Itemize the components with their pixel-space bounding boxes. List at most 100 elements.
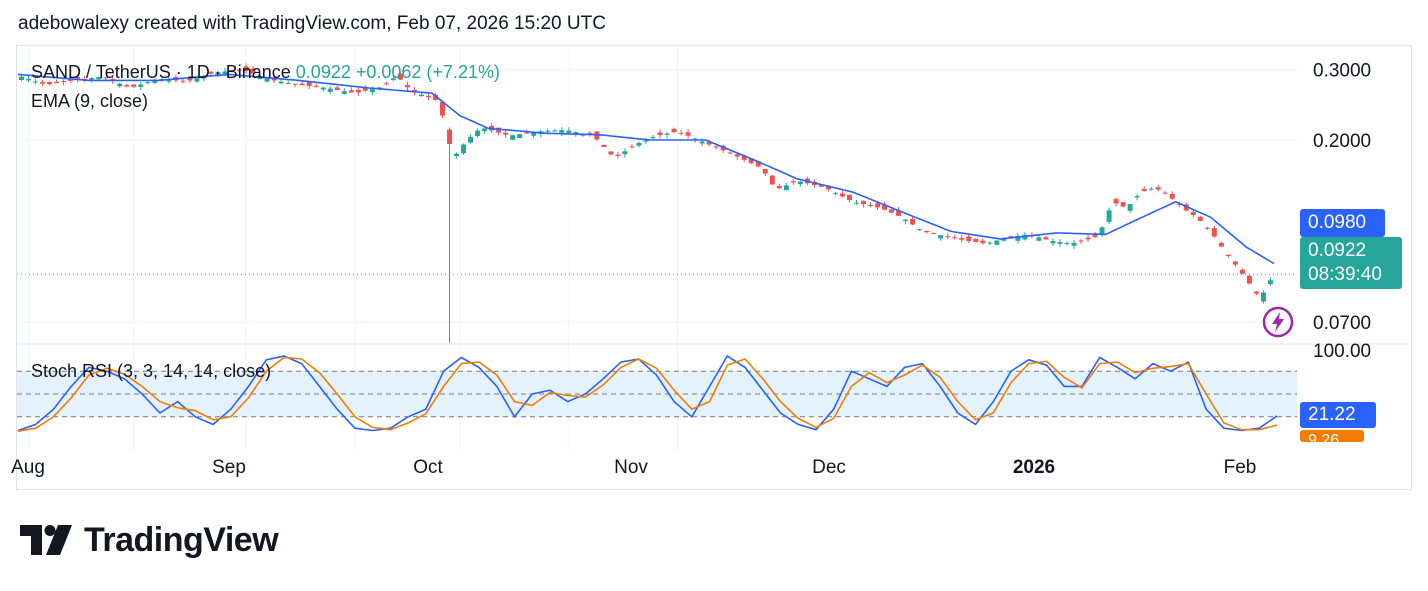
candle-body [432, 94, 438, 100]
candle-body [124, 85, 130, 87]
candle-body [1190, 211, 1196, 216]
candle-body [1204, 227, 1210, 229]
grid [17, 46, 1410, 450]
candle-body [797, 181, 803, 185]
stoch-legend: Stoch RSI (3, 3, 14, 14, close) [31, 361, 272, 381]
price-tick-label: 0.3000 [1313, 61, 1371, 82]
lightning-icon[interactable] [1262, 306, 1294, 338]
candle-body [454, 153, 460, 157]
candle-body [601, 144, 607, 147]
candle-body [138, 84, 144, 87]
candle-body [229, 70, 235, 72]
candle-body [1008, 236, 1014, 238]
candle-body [117, 83, 123, 87]
ema-path [17, 73, 1275, 265]
candle-body [1113, 199, 1119, 204]
candle-body [1183, 204, 1189, 211]
candle-body [166, 79, 172, 82]
candle-body [425, 95, 431, 98]
candle-body [552, 130, 558, 132]
candle-body [19, 76, 25, 80]
candle-body [1036, 237, 1042, 241]
candle-body [152, 79, 158, 83]
candle-body [517, 134, 523, 139]
candle-body [320, 87, 326, 90]
candle-body [755, 161, 761, 167]
candle-body [510, 135, 516, 140]
candle-body [608, 151, 614, 155]
candle-body [1015, 235, 1021, 241]
candle-body [1134, 196, 1140, 198]
candle-body [545, 130, 551, 132]
candle-body [1064, 243, 1070, 245]
candle-body [187, 77, 193, 81]
tradingview-logo[interactable]: TradingView [20, 520, 279, 560]
candle-body [362, 87, 368, 91]
candle-body [896, 210, 902, 216]
candle-body [615, 154, 621, 156]
candle-body [1148, 188, 1154, 190]
last-price-badge: 0.0922 08:39:40 [1300, 237, 1402, 289]
candle-body [222, 71, 228, 76]
candle-body [559, 130, 565, 133]
candle-body [334, 87, 340, 90]
candle-body [734, 154, 740, 157]
candle-body [475, 130, 481, 137]
candle-body [1043, 237, 1049, 240]
candle-body [1141, 189, 1147, 192]
time-tick-label: Dec [812, 457, 846, 478]
price-tick-label: 0.0700 [1313, 313, 1371, 334]
candle-body [1267, 280, 1273, 285]
candle-body [931, 233, 937, 235]
candle-body [685, 132, 691, 136]
candle-body [980, 240, 986, 244]
chart-attribution: adebowalexy created with TradingView.com… [18, 13, 606, 34]
chart-frame [16, 45, 1412, 490]
candle-body [664, 133, 670, 135]
symbol-title: SAND / TetherUS · 1D · Binance [31, 62, 291, 82]
candle-body [348, 90, 354, 93]
candle-body [482, 128, 488, 132]
candle-body [236, 69, 242, 71]
candle-body [440, 101, 446, 116]
candle-body [250, 68, 256, 74]
candle-body [299, 83, 305, 86]
candle-body [313, 85, 319, 87]
candle-body [938, 235, 944, 239]
candle-body [903, 219, 909, 222]
candle-body [447, 129, 453, 145]
candle-body [875, 203, 881, 208]
candle-body [1120, 202, 1126, 207]
candle-body [839, 193, 845, 197]
ema-price-badge: 0.0980 [1300, 209, 1385, 237]
candle-body [201, 76, 207, 79]
candle-body [531, 132, 537, 136]
candle-body [496, 127, 502, 133]
candle-body [355, 89, 361, 93]
candle-body [68, 78, 74, 81]
candle-body [89, 78, 95, 80]
price-tick-label: 0.2000 [1313, 131, 1371, 152]
candle-body [1106, 210, 1112, 222]
time-tick-label: Nov [614, 457, 648, 478]
candle-body [1001, 238, 1007, 241]
candle-body [215, 72, 221, 77]
candle-body [629, 146, 635, 148]
candle-body [47, 82, 53, 85]
symbol-legend: SAND / TetherUS · 1D · Binance 0.0922 +0… [31, 62, 500, 83]
candle-body [706, 141, 712, 145]
candle-body [643, 140, 649, 142]
candle-body [54, 81, 60, 84]
candle-body [1260, 292, 1266, 302]
candle-body [769, 175, 775, 185]
candle-body [285, 82, 291, 84]
candle-body [26, 79, 32, 81]
candle-body [278, 81, 284, 84]
candle-body [622, 151, 628, 155]
candle-body [1085, 237, 1091, 240]
candle-body [1176, 204, 1182, 206]
time-tick-label: Feb [1224, 457, 1257, 478]
candle-body [741, 155, 747, 160]
candle-body [832, 192, 838, 194]
